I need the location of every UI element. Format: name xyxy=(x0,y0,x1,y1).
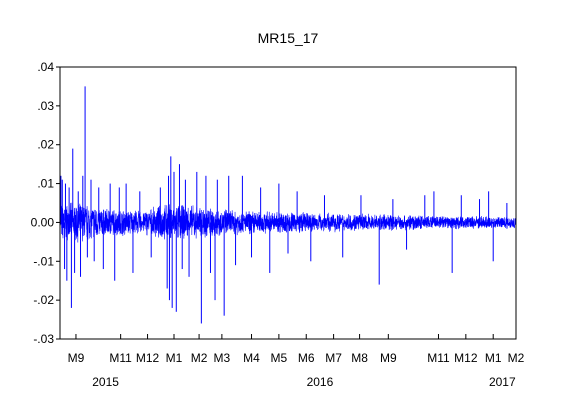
x-tick-label: M12 xyxy=(454,351,478,365)
x-year-label: 2017 xyxy=(489,375,516,389)
chart-title: MR15_17 xyxy=(258,30,319,46)
y-tick-label: -.01 xyxy=(33,254,54,268)
x-tick-label: M5 xyxy=(271,351,288,365)
x-tick-label: M8 xyxy=(351,351,368,365)
x-tick-label: M6 xyxy=(298,351,315,365)
y-tick-label: .01 xyxy=(37,177,54,191)
y-tick-label: 0.00 xyxy=(31,215,55,229)
y-tick-label: -.02 xyxy=(33,293,54,307)
x-tick-label: M1 xyxy=(166,351,183,365)
x-tick-label: M4 xyxy=(243,351,260,365)
x-tick-label: M9 xyxy=(68,351,85,365)
x-tick-label: M2 xyxy=(191,351,208,365)
x-year-label: 2016 xyxy=(307,375,334,389)
x-tick-label: M12 xyxy=(136,351,160,365)
y-tick-label: -.03 xyxy=(33,332,54,346)
x-tick-label: M3 xyxy=(214,351,231,365)
y-tick-label: .02 xyxy=(37,138,54,152)
x-tick-label: M9 xyxy=(380,351,397,365)
x-axis: M9 M11 M12 M1 M2 M3 M4 M5 M6 M7 M8 M9 M11 M12 M1 M2 2015… xyxy=(68,334,525,389)
x-tick-label: M1 xyxy=(485,351,502,365)
x-year-label: 2015 xyxy=(92,375,119,389)
y-tick-label: .04 xyxy=(37,60,54,74)
x-tick-label: M11 xyxy=(427,351,450,365)
y-tick-label: .03 xyxy=(37,99,54,113)
plot-frame xyxy=(59,66,517,340)
y-axis: .04 .03 .02 .01 0.00 -.01 -.02 -.03 xyxy=(31,60,60,346)
series-layer xyxy=(59,86,517,324)
x-tick-label: M2 xyxy=(508,351,525,365)
x-tick-label: M11 xyxy=(109,351,132,365)
x-tick-label: M7 xyxy=(325,351,342,365)
